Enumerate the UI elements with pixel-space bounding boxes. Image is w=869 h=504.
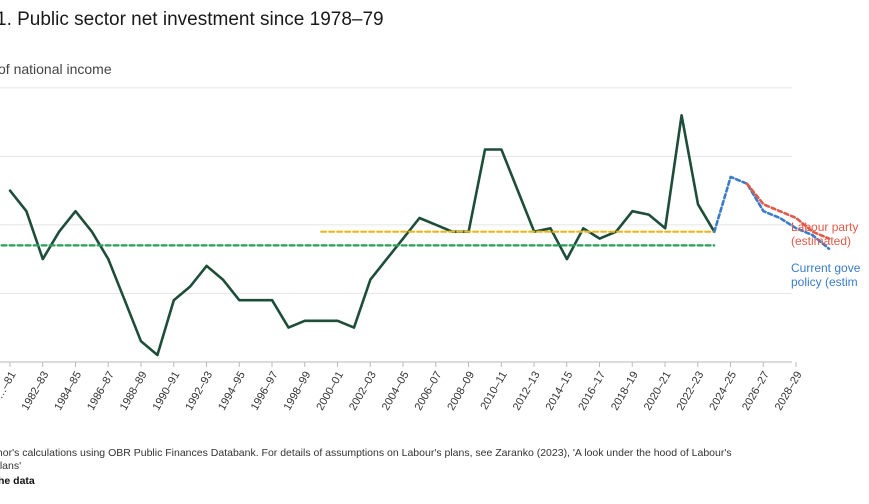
x-tick-label: 2010–11 <box>478 370 509 412</box>
x-tick-label: 1992–93 <box>183 370 215 413</box>
x-tick-label: 2020–21 <box>642 370 674 413</box>
x-tick-label: 2028–29 <box>773 370 805 413</box>
x-tick-label: 2002–03 <box>347 370 379 413</box>
series-line-government <box>712 175 831 251</box>
x-tick-label: 1988–89 <box>118 370 150 413</box>
x-tick-label: 1996–97 <box>249 370 281 413</box>
x-tick-label: 2016–17 <box>576 370 608 413</box>
x-tick-label: 1986–87 <box>85 370 117 413</box>
source-text: thor's calculations using OBR Public Fin… <box>0 447 732 459</box>
gridlines <box>0 87 792 363</box>
y-axis-label: of national income <box>0 61 112 77</box>
series-layer <box>0 114 831 357</box>
x-tick-label: 2000–01 <box>314 370 346 413</box>
x-tick-label: 1982–83 <box>20 370 52 413</box>
x-tick-label: 2006–07 <box>413 370 445 413</box>
series-labels: Current gove policy (estim Labour party (es… <box>791 220 861 289</box>
get-data-link[interactable]: he data <box>0 475 35 487</box>
series-label-government: Current gove policy (estim <box>791 261 861 289</box>
x-tick-label: 2018–19 <box>609 370 641 413</box>
x-axis-ticks: …–81 1982–83 1984–85 1986–87 1988–89 1990–91 1… <box>0 362 805 413</box>
x-tick-label: 2024–25 <box>707 370 739 413</box>
x-tick-label: 1990–91 <box>151 370 183 413</box>
series-label-labour: Labour party (estimated) <box>791 220 858 248</box>
x-tick-label: 2026–27 <box>740 370 772 413</box>
chart-area: …–81 1982–83 1984–85 1986–87 1988–89 1990–91 1… <box>0 87 861 413</box>
x-tick-label: 2022–23 <box>675 370 707 413</box>
x-tick-label: 1994–95 <box>216 370 248 413</box>
x-tick-label: 1998–99 <box>282 370 314 413</box>
x-tick-label: 1984–85 <box>52 370 84 413</box>
series-line-labour <box>745 182 831 240</box>
chart-title: 1. Public sector net investment since 19… <box>0 9 384 30</box>
x-tick-label: 2014–15 <box>544 370 576 413</box>
source-note: thor's calculations using OBR Public Fin… <box>0 447 834 473</box>
x-tick-label: 2008–09 <box>445 370 477 413</box>
x-tick-label: 2004–05 <box>380 370 412 413</box>
series-line-historical <box>8 114 716 357</box>
x-tick-label: 2012–13 <box>511 370 543 413</box>
x-tick-label: …–81 <box>0 370 19 401</box>
source-text-cont: plans' <box>0 460 22 472</box>
